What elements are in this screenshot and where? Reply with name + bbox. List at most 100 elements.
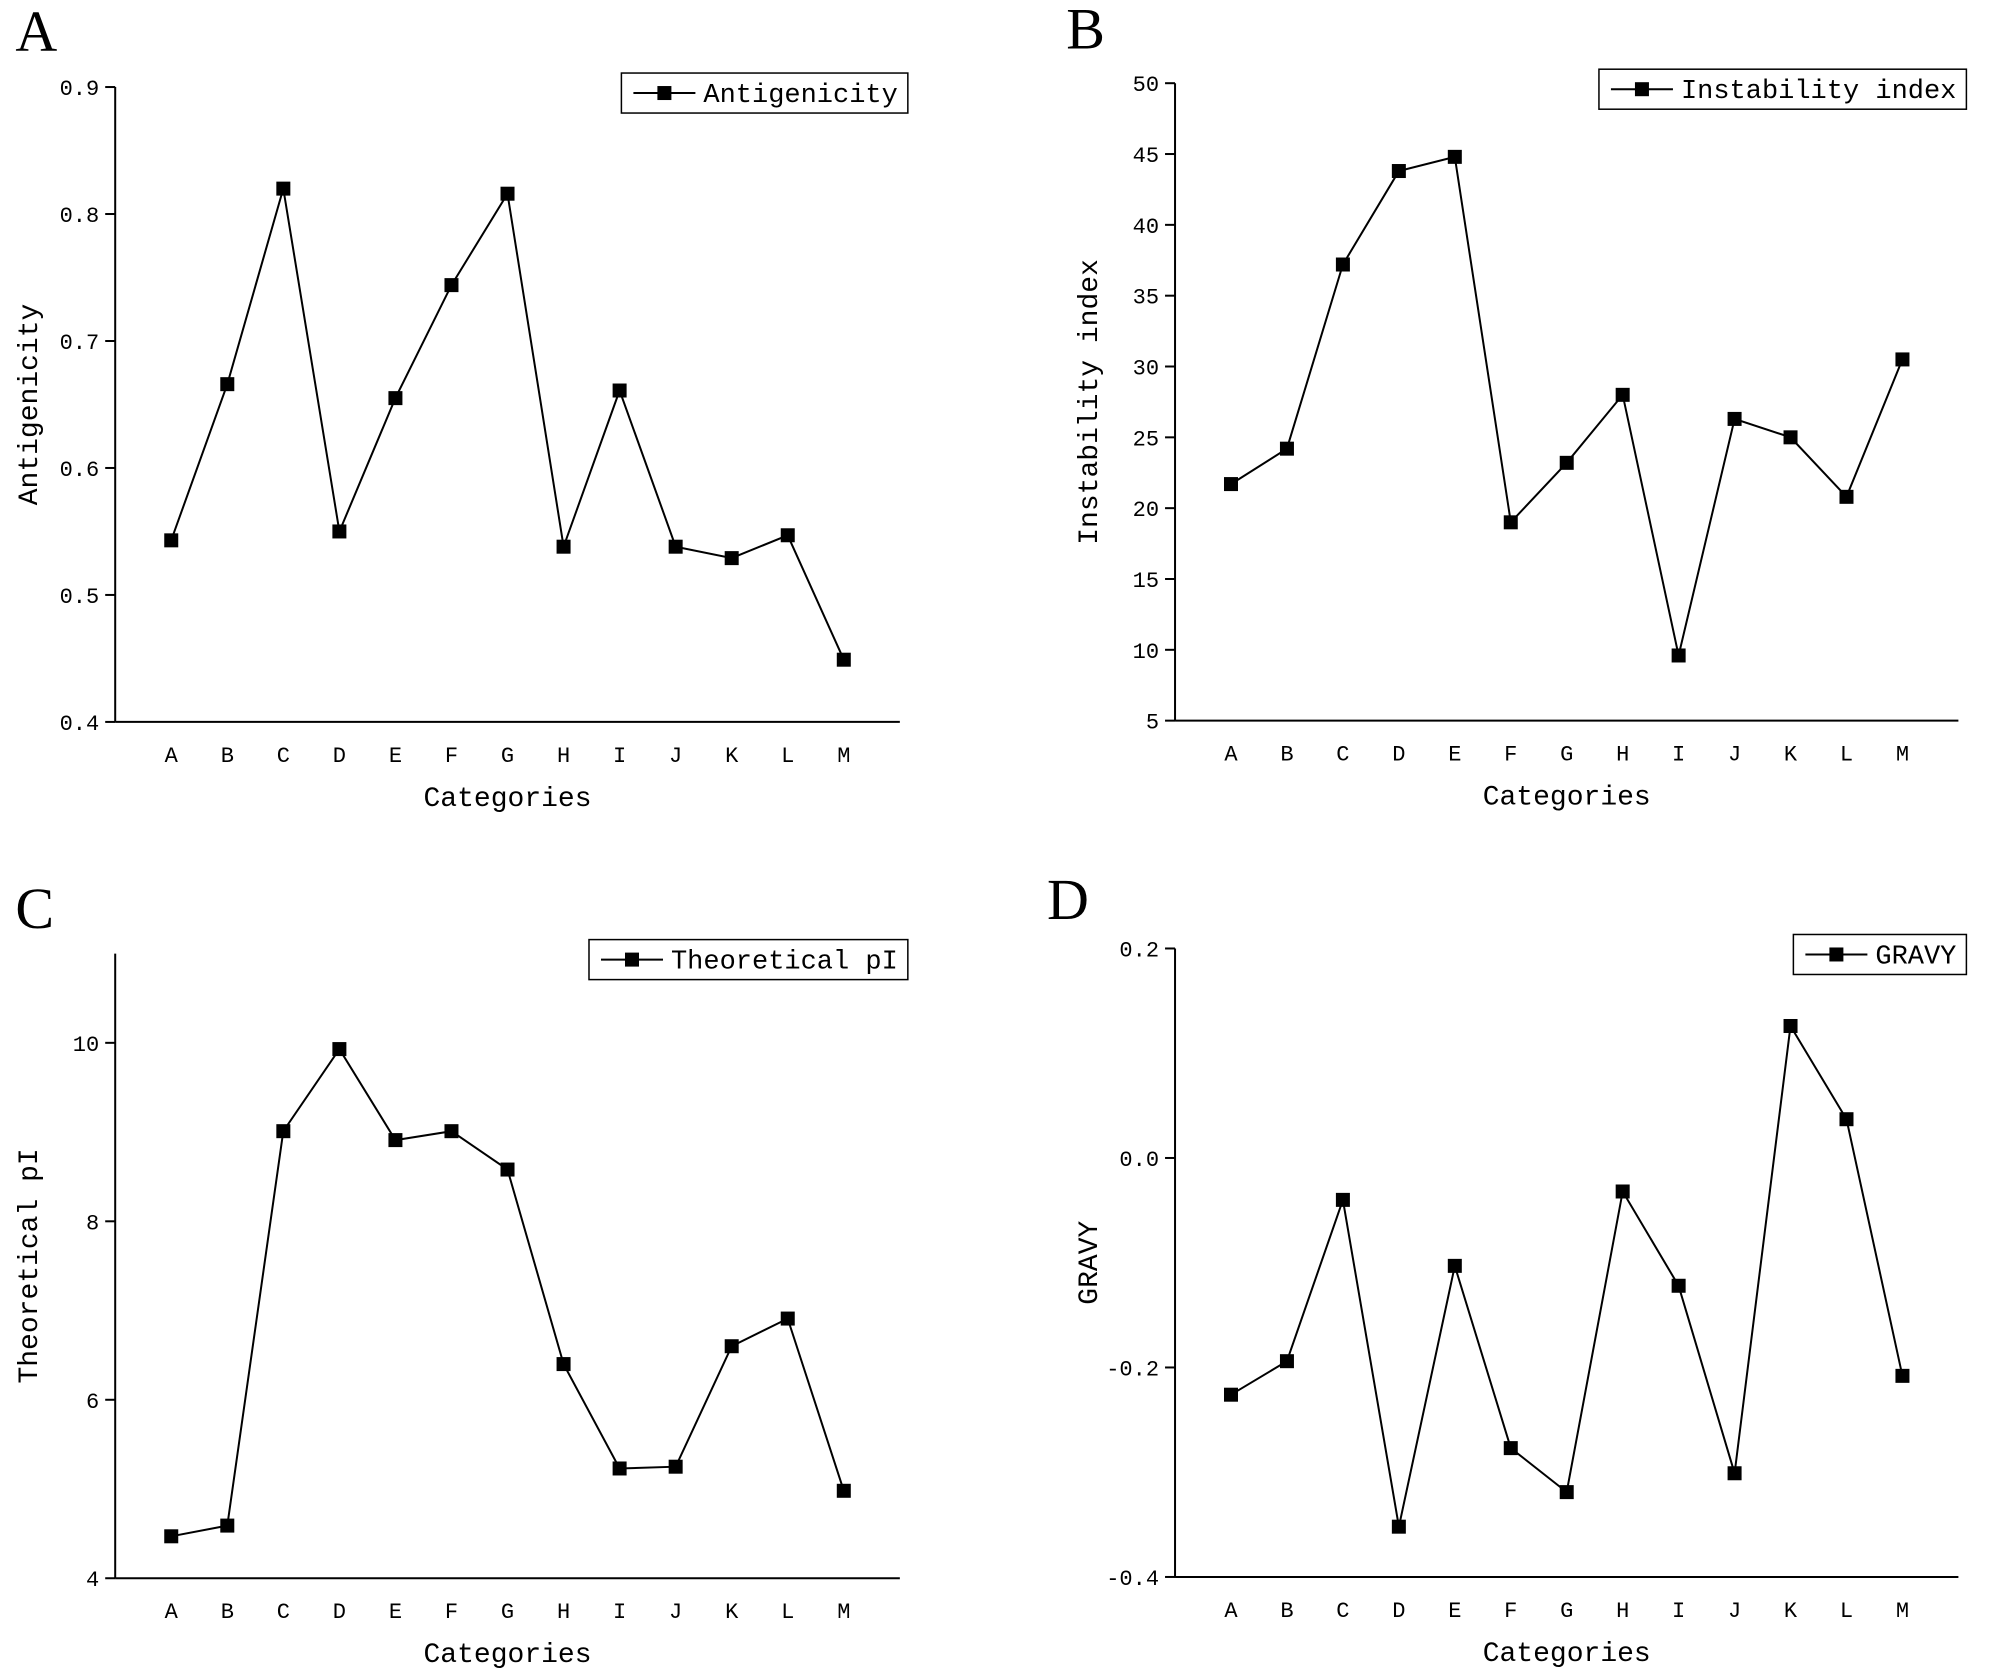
x-tick-label: C — [1336, 1599, 1349, 1624]
x-tick-label: B — [1280, 1599, 1293, 1624]
data-point — [1391, 164, 1406, 179]
data-point — [276, 1124, 291, 1139]
series-line — [171, 1047, 845, 1538]
data-point — [164, 533, 179, 548]
x-tick-label: H — [557, 1600, 570, 1625]
data-point — [388, 1133, 403, 1148]
data-point — [612, 383, 627, 398]
series-line — [170, 188, 845, 661]
data-point — [1895, 1368, 1910, 1383]
x-tick-label: A — [1224, 743, 1238, 768]
chart-panel: -0.4 -0.2 0.0 0.2 A B C D E F G H I J K L M Categories GRA… — [1047, 867, 1968, 1670]
data-point — [444, 1124, 459, 1139]
data-point — [1559, 1485, 1574, 1500]
x-tick-label: B — [1280, 743, 1293, 768]
chart-panel: 0.40.50.60.70.80.9A B C D E F G H I J K L MCategorie… — [15, 0, 909, 815]
y-tick-label: -0.2 — [1106, 1357, 1159, 1382]
data-point — [836, 1483, 851, 1498]
x-tick-label: G — [1560, 1599, 1573, 1624]
y-tick-label: 5 — [1146, 711, 1159, 736]
data-point — [1503, 515, 1518, 530]
x-tick-label: H — [1616, 1599, 1629, 1624]
y-tick-label: 0.6 — [60, 458, 100, 483]
legend-label: Theoretical pI — [671, 948, 898, 978]
x-axis-label: Categories — [424, 784, 592, 815]
x-tick-label: K — [1784, 1599, 1798, 1624]
x-tick-label: G — [501, 1600, 514, 1625]
x-tick-label: D — [333, 1600, 346, 1625]
panel-label: B — [1066, 0, 1105, 62]
data-point — [1559, 455, 1574, 470]
legend-marker — [624, 952, 639, 967]
y-tick-label: 6 — [86, 1390, 99, 1415]
data-point — [500, 1162, 515, 1177]
data-point — [220, 377, 235, 392]
x-tick-label: F — [445, 744, 458, 769]
y-tick-label: 0.8 — [60, 204, 100, 229]
y-tick-label: 20 — [1133, 498, 1159, 523]
data-point — [332, 524, 347, 539]
data-point — [556, 539, 571, 554]
x-tick-label: L — [781, 1600, 794, 1625]
data-point — [276, 181, 291, 196]
y-tick-label: 35 — [1133, 286, 1159, 311]
data-point — [1783, 430, 1798, 445]
x-tick-label: G — [501, 744, 514, 769]
y-tick-label: 10 — [73, 1033, 99, 1058]
data-point — [1615, 387, 1630, 402]
data-point — [220, 1518, 235, 1533]
data-point — [1335, 1192, 1350, 1207]
data-point — [724, 551, 739, 566]
chart-panel: 4 6 8 10 A B C D E F G H I J K L M Categories Theoretical … — [15, 876, 909, 1671]
x-axis-label: Categories — [424, 1640, 592, 1671]
x-tick-label: M — [837, 744, 850, 769]
x-axis-label: Categories — [1483, 1639, 1651, 1670]
y-tick-label: 40 — [1133, 215, 1159, 240]
data-point — [1447, 149, 1462, 164]
x-tick-label: I — [1672, 1599, 1685, 1624]
data-point — [1391, 1519, 1406, 1534]
legend-marker — [657, 86, 672, 101]
x-tick-label: E — [1448, 1599, 1461, 1624]
y-tick-label: 50 — [1133, 73, 1159, 98]
data-point — [612, 1461, 627, 1476]
data-point — [500, 186, 515, 201]
x-tick-label: K — [725, 744, 739, 769]
panel-label: C — [15, 876, 54, 941]
legend-marker — [1634, 82, 1649, 97]
y-tick-label: 45 — [1133, 144, 1159, 169]
panel-label: D — [1047, 867, 1089, 932]
x-tick-label: C — [1336, 743, 1349, 768]
x-tick-label: M — [837, 1600, 850, 1625]
x-tick-label: J — [1728, 743, 1741, 768]
data-point — [836, 652, 851, 667]
x-axis-label: Categories — [1483, 783, 1651, 814]
x-tick-label: L — [1840, 743, 1853, 768]
legend-label: Instability index — [1681, 77, 1956, 107]
panel-label: A — [15, 0, 57, 64]
data-point — [1503, 1441, 1518, 1456]
y-axis-label: Instability index — [1075, 259, 1106, 545]
data-point — [1615, 1184, 1630, 1199]
data-point — [388, 391, 403, 406]
x-tick-label: M — [1896, 743, 1909, 768]
x-tick-label: F — [1504, 1599, 1517, 1624]
x-tick-label: I — [613, 1600, 626, 1625]
series-line — [1230, 155, 1904, 656]
x-tick-label: F — [1504, 743, 1517, 768]
x-tick-label: H — [1616, 743, 1629, 768]
data-point — [780, 528, 795, 543]
series-line — [1230, 1023, 1904, 1527]
data-point — [1223, 477, 1238, 492]
y-tick-label: 4 — [86, 1568, 99, 1593]
y-tick-label: 25 — [1133, 427, 1159, 452]
data-point — [1335, 257, 1350, 272]
legend-label: GRAVY — [1875, 942, 1956, 972]
data-point — [1727, 411, 1742, 426]
x-tick-label: E — [389, 1600, 402, 1625]
data-point — [668, 1459, 683, 1474]
data-point — [724, 1339, 739, 1354]
y-tick-label: 0.9 — [60, 77, 100, 102]
y-axis-label: GRAVY — [1075, 1221, 1106, 1305]
x-tick-label: J — [669, 1600, 682, 1625]
